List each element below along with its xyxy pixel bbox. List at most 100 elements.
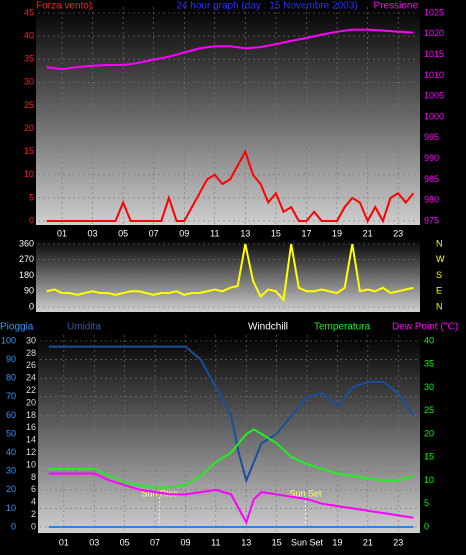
y2-tick-label: 995 <box>424 132 439 142</box>
y-tick-label: 5 <box>29 192 34 202</box>
y3-tick-label: 22 <box>26 385 36 395</box>
series-line <box>48 345 415 484</box>
legend-label: Temperatura <box>314 322 371 333</box>
y-tick-label: 80 <box>6 373 16 383</box>
y-tick-label: 20 <box>6 484 16 494</box>
y-tick-label: 60 <box>6 410 16 420</box>
x-tick-label: 03 <box>88 228 98 238</box>
x-tick-label: 15 <box>272 537 282 547</box>
x-tick-label: 07 <box>149 228 159 238</box>
y2-tick-label: 1000 <box>424 111 444 121</box>
x-tick-label: 09 <box>180 537 190 547</box>
x-tick-label: 15 <box>271 228 281 238</box>
y-tick-label: 70 <box>6 391 16 401</box>
x-tick-label: 19 <box>332 228 342 238</box>
y3-tick-label: 16 <box>26 422 36 432</box>
y2-tick-label: 20 <box>424 428 434 438</box>
legend-label: Dew Point (°C) <box>392 322 458 333</box>
series-line <box>48 428 414 489</box>
y-tick-label: 40 <box>6 447 16 457</box>
series-line <box>46 149 415 224</box>
y2-tick-label: 1025 <box>424 7 444 17</box>
x-tick-label: 19 <box>332 537 342 547</box>
y-tick-label: 35 <box>24 54 34 64</box>
y3-tick-label: 26 <box>26 360 36 370</box>
y2-tick-label: 1020 <box>424 28 444 38</box>
y-tick-label: 90 <box>6 354 16 364</box>
x-tick-label: 21 <box>363 228 373 238</box>
series-line <box>46 28 414 71</box>
y3-tick-label: 20 <box>26 397 36 407</box>
y3-tick-label: 2 <box>31 509 36 519</box>
y-axis-title: Forza vento) <box>36 1 92 12</box>
y-tick-label: 10 <box>6 503 16 513</box>
y3-tick-label: 12 <box>26 447 36 457</box>
panel-background <box>36 238 420 312</box>
x-tick-label: 11 <box>210 228 219 238</box>
y-tick-label: 180 <box>19 270 34 280</box>
x-tick-label: 23 <box>393 228 403 238</box>
y2-tick-label: 1010 <box>424 70 444 80</box>
panel-background <box>36 5 420 225</box>
legend-label: Umidita <box>67 322 101 333</box>
y2-tick-label: S <box>436 270 442 280</box>
y-tick-label: 50 <box>6 428 16 438</box>
y2-tick-label: E <box>436 286 442 296</box>
y2-tick-label: 40 <box>424 335 434 345</box>
y-tick-label: 0 <box>29 301 34 311</box>
y2-tick-label: 1005 <box>424 91 444 101</box>
y-tick-label: 25 <box>24 100 34 110</box>
y3-tick-label: 6 <box>31 484 36 494</box>
x-tick-label: 17 <box>301 228 311 238</box>
chart-title: 24 hour graph (day : 15 Novembre 2003) <box>176 1 357 12</box>
x-tick-label: 01 <box>57 228 67 238</box>
y-tick-label: 20 <box>24 123 34 133</box>
series-line <box>48 472 414 525</box>
y2-tick-label: 25 <box>424 405 434 415</box>
x-tick-label: 07 <box>150 537 160 547</box>
y2-axis-title: Pressione <box>374 1 419 12</box>
x-tick-label: 13 <box>241 537 251 547</box>
y2-tick-label: N <box>436 238 443 248</box>
y2-tick-label: 1015 <box>424 49 444 59</box>
y-tick-label: 0 <box>29 215 34 225</box>
x-tick-label: Sun Set <box>291 537 324 547</box>
legend-label: Windchill <box>248 322 288 333</box>
y2-tick-label: W <box>436 254 445 264</box>
y-tick-label: 10 <box>24 169 34 179</box>
x-tick-label: 09 <box>179 228 189 238</box>
y-tick-label: 45 <box>24 7 34 17</box>
x-tick-label: 23 <box>393 537 403 547</box>
y3-tick-label: 8 <box>31 472 36 482</box>
x-tick-label: 05 <box>118 228 128 238</box>
legend-label: Pioggia <box>0 322 34 333</box>
y-tick-label: 30 <box>6 466 16 476</box>
y2-tick-label: 990 <box>424 153 439 163</box>
y2-tick-label: 10 <box>424 475 434 485</box>
y3-tick-label: 4 <box>31 497 36 507</box>
y2-tick-label: N <box>436 301 443 311</box>
y-tick-label: 100 <box>1 335 16 345</box>
y3-tick-label: 14 <box>26 435 36 445</box>
y2-tick-label: 980 <box>424 195 439 205</box>
panel-background <box>38 334 420 533</box>
x-tick-label: 13 <box>240 228 250 238</box>
x-tick-label: 03 <box>89 537 99 547</box>
y-tick-label: 0 <box>11 521 16 531</box>
y2-tick-label: 975 <box>424 215 439 225</box>
y-tick-label: 30 <box>24 77 34 87</box>
series-line <box>46 243 414 303</box>
y3-tick-label: 28 <box>26 348 36 358</box>
x-tick-label: 21 <box>363 537 373 547</box>
y2-tick-label: 15 <box>424 452 434 462</box>
y2-tick-label: 5 <box>424 498 429 508</box>
y3-tick-label: 18 <box>26 410 36 420</box>
y-tick-label: 270 <box>19 254 34 264</box>
x-tick-label: 11 <box>211 537 220 547</box>
y3-tick-label: 30 <box>26 335 36 345</box>
y-tick-label: 90 <box>24 286 34 296</box>
y-tick-label: 40 <box>24 30 34 40</box>
y2-tick-label: 30 <box>424 382 434 392</box>
y2-tick-label: 985 <box>424 174 439 184</box>
